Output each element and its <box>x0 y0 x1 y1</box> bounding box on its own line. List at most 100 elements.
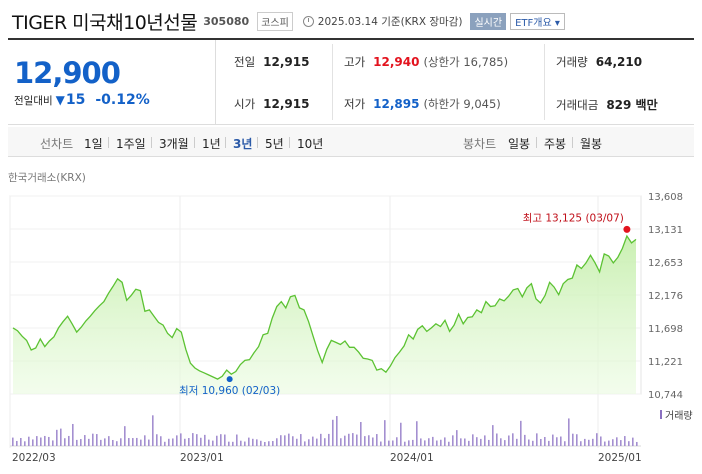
volume-bar <box>536 433 538 446</box>
stat-label: 고가 <box>344 55 366 69</box>
volume-bar <box>504 440 506 446</box>
volume-legend-swatch <box>660 410 662 419</box>
stat-extra: (상한가 16,785) <box>423 55 509 69</box>
volume-bar <box>608 440 610 446</box>
volume-bar <box>20 438 22 446</box>
volume-bar <box>284 435 286 446</box>
volume-bar <box>328 433 330 446</box>
volume-bar <box>36 436 38 446</box>
volume-bar <box>60 428 62 446</box>
tab-period-1w[interactable]: 1주일 <box>116 137 146 151</box>
tab-divider <box>225 137 226 148</box>
tab-period-1y[interactable]: 1년 <box>202 137 221 151</box>
volume-bar <box>160 436 162 446</box>
y-tick-label: 13,131 <box>648 225 683 236</box>
stat-value: 12,940 <box>373 55 420 69</box>
volume-bar <box>572 433 574 446</box>
volume-bar <box>384 420 386 446</box>
etf-overview-button[interactable]: ETF개요 ▾ <box>510 12 565 30</box>
volume-bar <box>204 434 206 446</box>
volume-bar <box>508 435 510 446</box>
tab-period-3y[interactable]: 3년 <box>233 137 253 151</box>
volume-bar <box>300 434 302 446</box>
volume-bar <box>320 433 322 446</box>
tab-period-1d[interactable]: 1일 <box>84 137 103 151</box>
volume-bar <box>68 435 70 446</box>
clock-icon <box>302 15 314 27</box>
volume-bar <box>352 433 354 446</box>
tab-period-10y[interactable]: 10년 <box>297 137 324 151</box>
volume-bar <box>316 438 318 446</box>
tab-divider <box>289 137 290 148</box>
volume-bar <box>80 439 82 446</box>
volume-bar <box>396 437 398 446</box>
volume-bar <box>228 441 230 446</box>
tab-divider <box>572 137 573 148</box>
stat-divider <box>544 44 545 120</box>
chart-tabbar: 선차트 1일 1주일 3개월 1년 3년 5년 10년 봉차트 일봉 주봉 월봉 <box>8 127 694 157</box>
volume-bar <box>552 434 554 446</box>
volume-bar <box>516 438 518 446</box>
volume-bar <box>480 438 482 446</box>
low-marker <box>226 376 233 383</box>
volume-bar <box>404 441 406 446</box>
x-tick-label: 2024/01 <box>390 452 434 464</box>
tab-candle-week[interactable]: 주봉 <box>544 137 567 151</box>
volume-bar <box>476 437 478 446</box>
volume-bar <box>168 438 170 446</box>
tab-period-5y[interactable]: 5년 <box>265 137 284 151</box>
volume-bar <box>628 441 630 446</box>
volume-bar <box>148 439 150 446</box>
volume-bar <box>532 440 534 446</box>
tab-candle-month[interactable]: 월봉 <box>580 137 603 151</box>
realtime-button[interactable]: 실시간 <box>470 12 507 30</box>
volume-bar <box>164 441 166 446</box>
y-tick-label: 11,698 <box>648 324 683 335</box>
info-divider <box>8 124 694 125</box>
volume-bar <box>136 437 138 446</box>
volume-bar <box>620 440 622 446</box>
volume-bar <box>292 436 294 446</box>
stat-label: 저가 <box>344 97 366 111</box>
volume-bar <box>412 439 414 446</box>
volume-bar <box>224 434 226 446</box>
volume-bar <box>64 438 66 446</box>
volume-bar <box>48 436 50 446</box>
volume-bar <box>436 440 438 446</box>
volume-bar <box>616 437 618 446</box>
volume-bar <box>408 440 410 446</box>
volume-bar <box>24 441 26 446</box>
volume-bar <box>544 436 546 446</box>
stat-prev-close: 전일 12,915 <box>234 54 309 70</box>
volume-bar <box>84 435 86 446</box>
volume-bar <box>388 440 390 446</box>
volume-bar <box>456 430 458 446</box>
volume-legend-label: 거래량 <box>665 410 693 422</box>
price-panel: 12,900 전일대비 ▼ 15 -0.12% <box>8 40 216 124</box>
y-tick-label: 12,176 <box>648 291 683 302</box>
high-label: 최고 13,125 (03/07) <box>523 212 624 224</box>
volume-bar <box>236 434 238 446</box>
volume-bar <box>96 434 98 446</box>
volume-bar <box>596 433 598 446</box>
volume-bar <box>380 441 382 446</box>
volume-bar <box>512 433 514 446</box>
volume-bar <box>188 438 190 446</box>
stat-amount: 거래대금 829 백만 <box>556 96 658 113</box>
market-badge: 코스피 <box>257 11 293 31</box>
stat-high: 고가 12,940 (상한가 16,785) <box>344 54 508 70</box>
tab-candle-day[interactable]: 일봉 <box>508 137 531 151</box>
x-tick-label: 2022/03 <box>12 452 56 464</box>
volume-bar <box>420 438 422 446</box>
volume-bar <box>376 434 378 446</box>
volume-bar <box>496 433 498 446</box>
tab-period-3m[interactable]: 3개월 <box>159 137 189 151</box>
volume-bar <box>232 441 234 446</box>
volume-bar <box>76 439 78 446</box>
volume-bar <box>268 441 270 446</box>
low-label: 최저 10,960 (02/03) <box>179 385 280 397</box>
volume-bar <box>332 419 334 446</box>
basis-timestamp: 2025.03.14 기준(KRX 장마감) <box>317 15 463 28</box>
volume-bar <box>548 440 550 446</box>
volume-bar <box>468 440 470 446</box>
